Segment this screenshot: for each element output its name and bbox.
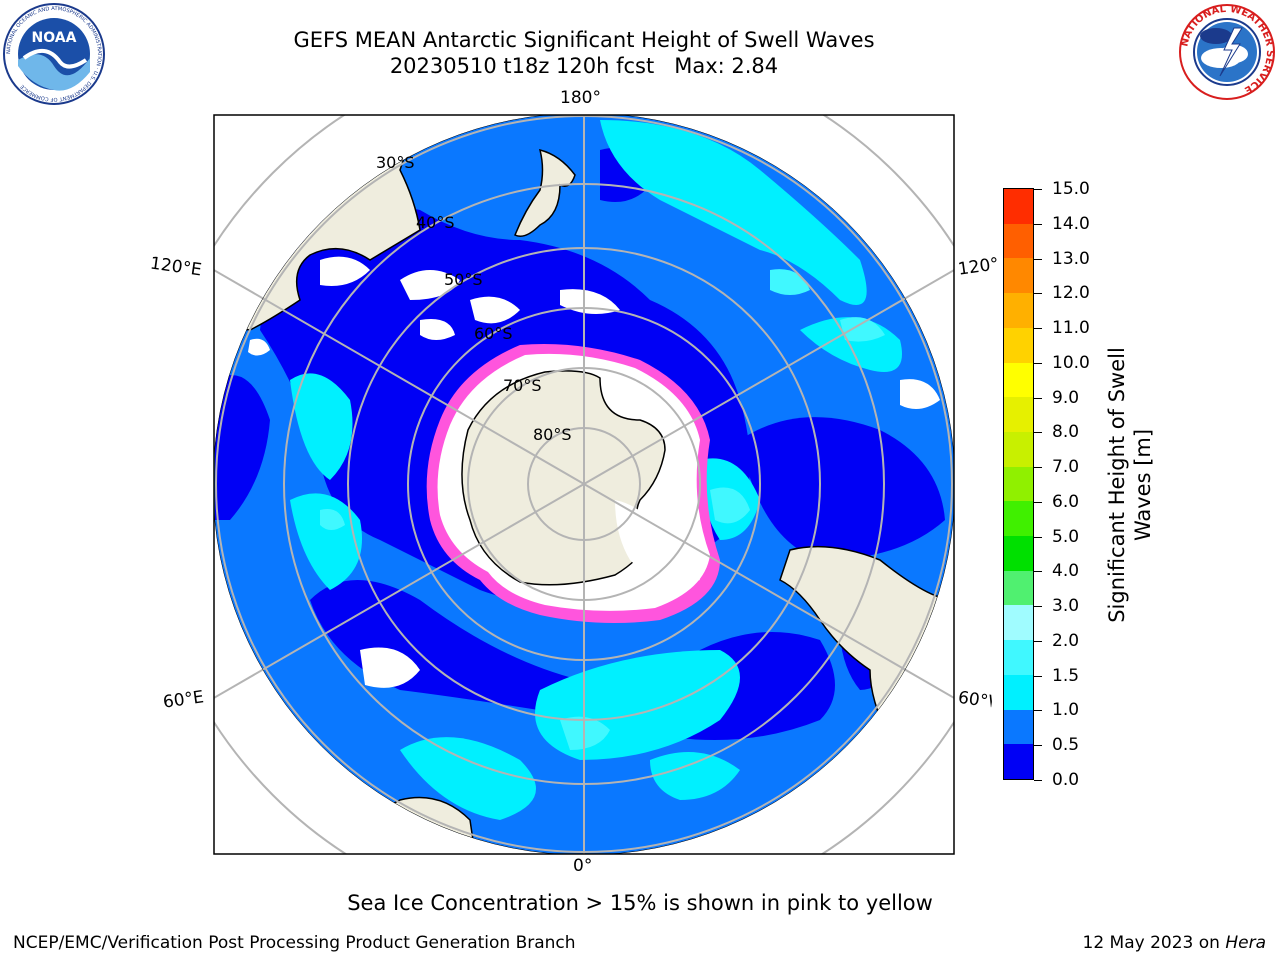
credit-line: NCEP/EMC/Verification Post Processing Pr… <box>13 933 576 953</box>
colorbar-tick-label: 10.0 <box>1052 352 1090 373</box>
colorbar-tick-label: 13.0 <box>1052 248 1090 269</box>
graticule <box>214 115 954 854</box>
swell-patch-mid <box>290 373 353 480</box>
colorbar-tick <box>1034 640 1042 642</box>
colorbar-tick-label: 0.0 <box>1052 770 1080 790</box>
colorbar-tick-label: 1.5 <box>1052 665 1080 686</box>
colorbar-tick <box>1034 606 1042 608</box>
swell-patch-mid <box>290 493 362 590</box>
lat-label-50s: 50°S <box>444 270 483 289</box>
machine-name: Hera <box>1225 933 1266 953</box>
colorbar-segment <box>1004 293 1033 328</box>
lat-label-30s: 30°S <box>376 153 415 172</box>
colorbar-title-line-1: Significant Height of Swell <box>1105 347 1129 623</box>
noaa-logo-text: NOAA <box>32 30 77 46</box>
noaa-logo: NOAA NATIONAL OCEANIC AND ATMOSPHERIC AD… <box>3 3 105 105</box>
colorbar-segment <box>1004 501 1033 537</box>
colorbar-tick <box>1034 780 1042 781</box>
sea-ice-caption: Sea Ice Concentration > 15% is shown in … <box>347 891 933 915</box>
colorbar-segment <box>1004 674 1033 710</box>
swell-patch-high <box>710 487 750 524</box>
colorbar-segment <box>1004 744 1033 779</box>
colorbar-segment <box>1004 397 1033 432</box>
colorbar-tick <box>1034 536 1042 538</box>
colorbar-segment <box>1004 570 1033 606</box>
colorbar-tick-label: 6.0 <box>1052 491 1080 512</box>
lat-label-70s: 70°S <box>503 376 542 395</box>
colorbar-tick-label: 2.0 <box>1052 630 1080 651</box>
colorbar-tick-label: 14.0 <box>1052 213 1090 234</box>
lat-label-80s: 80°S <box>533 425 572 444</box>
colorbar-tick-label: 3.0 <box>1052 596 1080 617</box>
colorbar-tick-label: 9.0 <box>1052 387 1080 408</box>
swell-patch-high <box>320 509 345 530</box>
colorbar-tick <box>1034 745 1042 747</box>
colorbar-tick <box>1034 293 1042 295</box>
swell-patch-mid <box>650 752 740 800</box>
swell-patch-low <box>740 417 945 560</box>
colorbar-tick-label: 0.5 <box>1052 735 1080 756</box>
colorbar-segment <box>1004 223 1033 259</box>
lon-label-top: 180° <box>560 88 601 108</box>
colorbar-segment <box>1004 466 1033 502</box>
swell-patch-mid <box>400 737 536 820</box>
lat-label-60s: 60°S <box>474 324 513 343</box>
colorbar-segment <box>1004 605 1033 641</box>
colorbar-segment <box>1004 362 1033 398</box>
colorbar-tick-label: 15.0 <box>1052 179 1090 199</box>
colorbar-segment <box>1004 431 1033 467</box>
colorbar <box>1003 188 1034 780</box>
map-frame <box>213 114 955 855</box>
colorbar-title-line-2: Waves [m] <box>1131 428 1155 542</box>
colorbar-tick-label: 4.0 <box>1052 561 1080 582</box>
date-line: 12 May 2023 on Hera <box>1083 933 1267 953</box>
date-text: 12 May 2023 on <box>1082 933 1226 953</box>
colorbar-segment <box>1004 709 1033 745</box>
colorbar-segment <box>1004 258 1033 294</box>
lat-label-40s: 40°S <box>416 213 455 232</box>
colorbar-segment <box>1004 536 1033 571</box>
colorbar-tick-label: 7.0 <box>1052 457 1080 478</box>
colorbar-tick <box>1034 710 1042 712</box>
colorbar-tick-label: 11.0 <box>1052 318 1090 339</box>
map-title: GEFS MEAN Antarctic Significant Height o… <box>234 27 934 79</box>
colorbar-segment <box>1004 189 1033 224</box>
colorbar-tick <box>1034 223 1042 225</box>
colorbar-tick <box>1034 571 1042 573</box>
colorbar-segment <box>1004 640 1033 675</box>
colorbar-tick <box>1034 501 1042 503</box>
swell-patch-mid <box>600 120 867 305</box>
title-line-1: GEFS MEAN Antarctic Significant Height o… <box>293 28 875 52</box>
title-line-2: 20230510 t18z 120h fcst Max: 2.84 <box>389 54 779 78</box>
colorbar-title: Significant Height of Swell Waves [m] <box>1104 347 1156 623</box>
lon-label-bottom: 0° <box>573 856 593 876</box>
colorbar-tick-label: 1.0 <box>1052 700 1080 721</box>
swell-patch-high <box>770 269 810 295</box>
colorbar-tick <box>1034 362 1042 364</box>
colorbar-tick-label: 5.0 <box>1052 526 1080 547</box>
colorbar-tick <box>1034 675 1042 677</box>
colorbar-tick-label: 12.0 <box>1052 283 1090 304</box>
colorbar-tick <box>1034 328 1042 330</box>
colorbar-tick <box>1034 467 1042 469</box>
nws-logo: NATIONAL WEATHER SERVICE <box>1179 4 1275 100</box>
colorbar-tick <box>1034 189 1042 190</box>
colorbar-tick <box>1034 258 1042 260</box>
ice-shelf <box>615 500 700 583</box>
colorbar-tick-label: 8.0 <box>1052 422 1080 443</box>
colorbar-tick <box>1034 397 1042 399</box>
colorbar-segment <box>1004 327 1033 363</box>
swell-patch-high <box>840 317 885 342</box>
colorbar-tick <box>1034 432 1042 434</box>
land-new-zealand <box>514 148 576 237</box>
swell-patch-low <box>215 375 270 520</box>
